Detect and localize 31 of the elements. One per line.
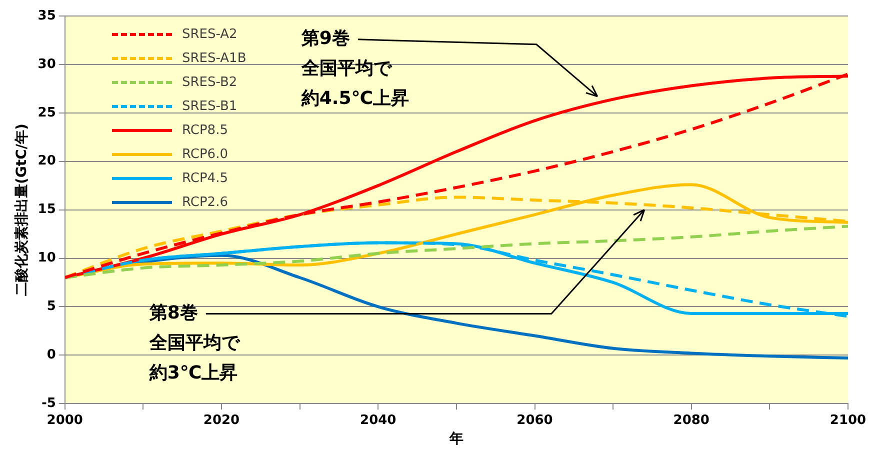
legend-label: SRES-B1 bbox=[182, 98, 238, 114]
x-tick-label: 2000 bbox=[46, 412, 83, 428]
annotation: 約4.5℃上昇 bbox=[300, 88, 410, 110]
y-tick-label: 10 bbox=[38, 250, 56, 266]
y-tick-label: 20 bbox=[38, 154, 56, 169]
x-tick-label: 2040 bbox=[360, 412, 396, 428]
annotation: 第9巻 bbox=[300, 28, 350, 50]
y-tick-label: 25 bbox=[38, 105, 56, 120]
legend-label: SRES-A2 bbox=[182, 26, 238, 42]
legend-label: SRES-B2 bbox=[182, 74, 238, 90]
y-axis-title: 二酸化炭素排出量(GtC/年) bbox=[14, 124, 30, 296]
x-tick-label: 2020 bbox=[203, 412, 240, 428]
x-tick-label: 2100 bbox=[830, 412, 866, 428]
y-tick-label: 35 bbox=[38, 8, 56, 24]
annotation: 全国平均で bbox=[148, 332, 240, 354]
y-tick-label: 15 bbox=[38, 202, 56, 218]
y-tick-label: 5 bbox=[46, 299, 56, 314]
x-tick-label: 2060 bbox=[516, 412, 553, 428]
y-tick-label: -5 bbox=[41, 396, 56, 411]
x-axis-title: 年 bbox=[448, 431, 464, 448]
y-tick-label: 0 bbox=[46, 348, 56, 363]
legend-label: RCP8.5 bbox=[182, 122, 228, 138]
y-tick-label: 30 bbox=[38, 56, 56, 72]
annotation: 約3℃上昇 bbox=[148, 362, 238, 384]
legend-label: RCP6.0 bbox=[182, 146, 228, 162]
legend-label: RCP4.5 bbox=[182, 170, 228, 186]
annotation: 全国平均で bbox=[300, 58, 392, 80]
legend-label: RCP2.6 bbox=[182, 194, 228, 210]
legend-label: SRES-A1B bbox=[182, 50, 246, 66]
x-tick-label: 2080 bbox=[673, 412, 710, 428]
annotation: 第8巻 bbox=[148, 302, 198, 324]
